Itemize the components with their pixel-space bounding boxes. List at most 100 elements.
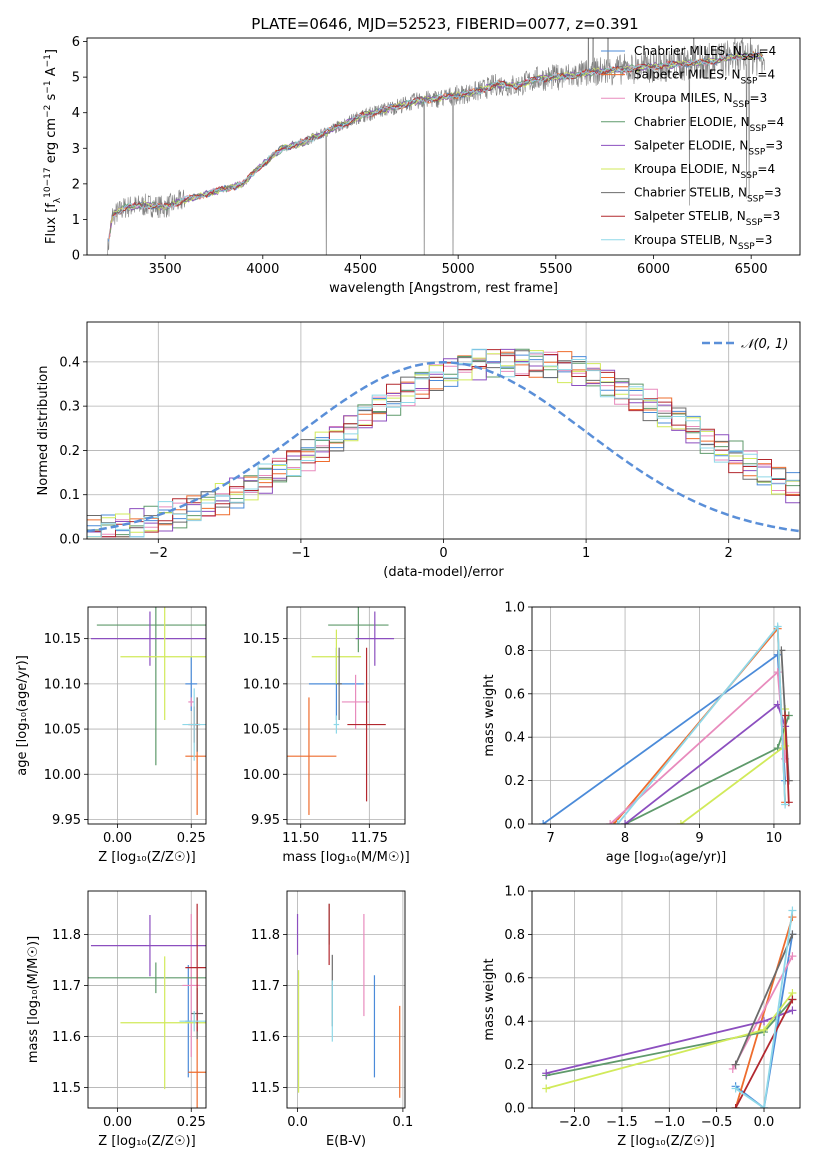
weight-marker-3 (788, 952, 797, 961)
weight-line-7 (734, 934, 794, 1065)
y-tick-label: 11.7 (52, 979, 81, 994)
histogram-7 (87, 350, 800, 538)
x-tick-label: 8 (621, 831, 629, 846)
axes-frame (87, 606, 207, 825)
y-tick-label: 0.2 (59, 444, 80, 459)
legend-label-9: Kroupa STELIB, NSSP=3 (634, 233, 772, 252)
y-tick-label: 0.8 (504, 928, 525, 943)
y-tick-label: 10.10 (243, 677, 280, 692)
plot-mass-vs-ebv: 0.0 0.1 11.5 11.6 11.7 11.8 E(B-V) (251, 890, 414, 1149)
y-axis-label: Normed distribution (36, 366, 51, 496)
weight-marker-5 (760, 1017, 769, 1026)
y-tick-label: 1.0 (504, 601, 525, 616)
weight-marker-5 (621, 820, 630, 824)
legend-label-6: Kroupa ELODIE, NSSP=4 (634, 162, 775, 181)
weight-line-8 (734, 999, 794, 1108)
x-tick-label: 11.75 (351, 831, 388, 846)
model-line-9 (112, 51, 763, 218)
weight-marker-3 (728, 1064, 737, 1073)
x-tick-label: −1.5 (606, 1115, 638, 1130)
plot-area-weight-vs-age (539, 622, 793, 824)
y-tick-label: 0.4 (504, 1015, 525, 1030)
y-tick-label: 11.8 (52, 928, 81, 943)
x-tick-label: 7 (546, 831, 554, 846)
y-tick-label: 9.95 (251, 813, 280, 828)
plot-area-weight-vs-z (542, 906, 797, 1108)
y-tick-label: 11.5 (52, 1081, 81, 1096)
y-tick-label: 0.0 (59, 533, 80, 548)
legend-label-normal: 𝒩(0, 1) (741, 337, 788, 352)
weight-marker-5 (788, 1006, 797, 1015)
y-tick-label: 11.5 (251, 1081, 280, 1096)
x-tick-label: 6500 (735, 262, 768, 277)
x-tick-label: 0.25 (177, 831, 206, 846)
weight-line-9 (735, 910, 794, 1108)
x-tick-label: −2.0 (559, 1115, 591, 1130)
plot-age-vs-mass: 11.50 11.75 9.95 10.00 10.05 10.10 10.15 mass [… (243, 606, 410, 865)
x-tick-label: 4500 (344, 262, 377, 277)
model-line-8 (112, 52, 763, 217)
weight-marker-3 (606, 820, 615, 824)
y-tick-label: 0.6 (504, 971, 525, 986)
axes-frame (531, 890, 801, 1109)
legend-label-1: Chabrier MILES, NSSP=4 (634, 44, 776, 63)
y-tick-label: 0.3 (59, 400, 80, 415)
plot-weight-vs-age: 7 8 9 10 0.0 0.2 0.4 0.6 0.8 1.0 age [log₁₀(age/yr… (482, 601, 801, 865)
y-tick-label: 11.8 (251, 928, 280, 943)
plot-area-age-vs-mass (287, 607, 395, 815)
x-tick-label: −0.5 (701, 1115, 733, 1130)
plots-layer: 3500 4000 4500 5000 5500 6000 6500 0 1 2 3 4 5 6 wavel… (15, 35, 801, 1149)
y-tick-label: 9.95 (52, 813, 81, 828)
y-tick-label: 6 (72, 35, 80, 50)
y-tick-label: 0.8 (504, 644, 525, 659)
spectrum-legend: Chabrier MILES, NSSP=4 Salpeter MILES, NS… (601, 44, 784, 252)
x-tick-label: −1.0 (654, 1115, 686, 1130)
y-tick-label: 1.0 (504, 885, 525, 900)
plot-area-residuals (87, 348, 800, 538)
x-axis-label: E(B-V) (326, 1134, 366, 1149)
y-axis-label: mass [log₁₀(M/M☉)] (26, 936, 41, 1063)
y-tick-label: 0.6 (504, 687, 525, 702)
weight-marker-1 (539, 820, 548, 824)
axes-frame (86, 321, 801, 540)
weight-marker-7 (731, 1060, 740, 1069)
weight-marker-9 (773, 622, 782, 631)
y-tick-label: 10.05 (44, 723, 81, 738)
x-axis-label: age [log₁₀(age/yr)] (606, 850, 727, 865)
plot-area-mass-vs-z (88, 903, 206, 1108)
y-tick-label: 10.05 (243, 723, 280, 738)
y-axis-label: mass weight (482, 674, 497, 756)
y-tick-label: 0.0 (504, 1102, 525, 1117)
y-tick-label: 0.4 (504, 731, 525, 746)
normal-curve (87, 361, 800, 533)
weight-marker-9 (781, 800, 790, 809)
y-tick-label: 4 (72, 106, 80, 121)
x-tick-label: 0.25 (177, 1115, 206, 1130)
y-tick-label: 0.1 (59, 488, 80, 503)
y-tick-label: 10.15 (243, 632, 280, 647)
x-tick-label: 11.50 (282, 831, 319, 846)
model-line-7 (111, 52, 764, 216)
x-tick-label: 0.1 (393, 1115, 414, 1130)
x-tick-label: 3500 (149, 262, 182, 277)
weight-line-8 (784, 715, 790, 803)
x-tick-label: 9 (695, 831, 703, 846)
legend-label-8: Salpeter STELIB, NSSP=3 (634, 209, 780, 228)
legend-label-4: Chabrier ELODIE, NSSP=4 (634, 115, 784, 134)
plot-weight-vs-z: −2.0 −1.5 −1.0 −0.5 0.0 0.0 0.2 0.4 0.6 0.8 1.0 Z [… (482, 885, 801, 1149)
x-axis-label: Z [log₁₀(Z/Z☉)] (98, 1134, 195, 1149)
x-axis-label: wavelength [Angstrom, rest frame] (329, 281, 558, 296)
y-tick-label: 5 (72, 71, 80, 86)
weight-marker-6 (676, 820, 685, 824)
x-tick-label: 0 (439, 546, 447, 561)
weight-marker-8 (781, 711, 790, 720)
legend-label-7: Chabrier STELIB, NSSP=3 (634, 186, 782, 205)
y-tick-label: 10.00 (44, 768, 81, 783)
histogram-9 (87, 348, 800, 538)
weight-marker-6 (542, 1084, 551, 1093)
plot-area-spectrum (107, 38, 765, 255)
x-tick-label: 6000 (637, 262, 670, 277)
weight-marker-9 (613, 820, 622, 824)
